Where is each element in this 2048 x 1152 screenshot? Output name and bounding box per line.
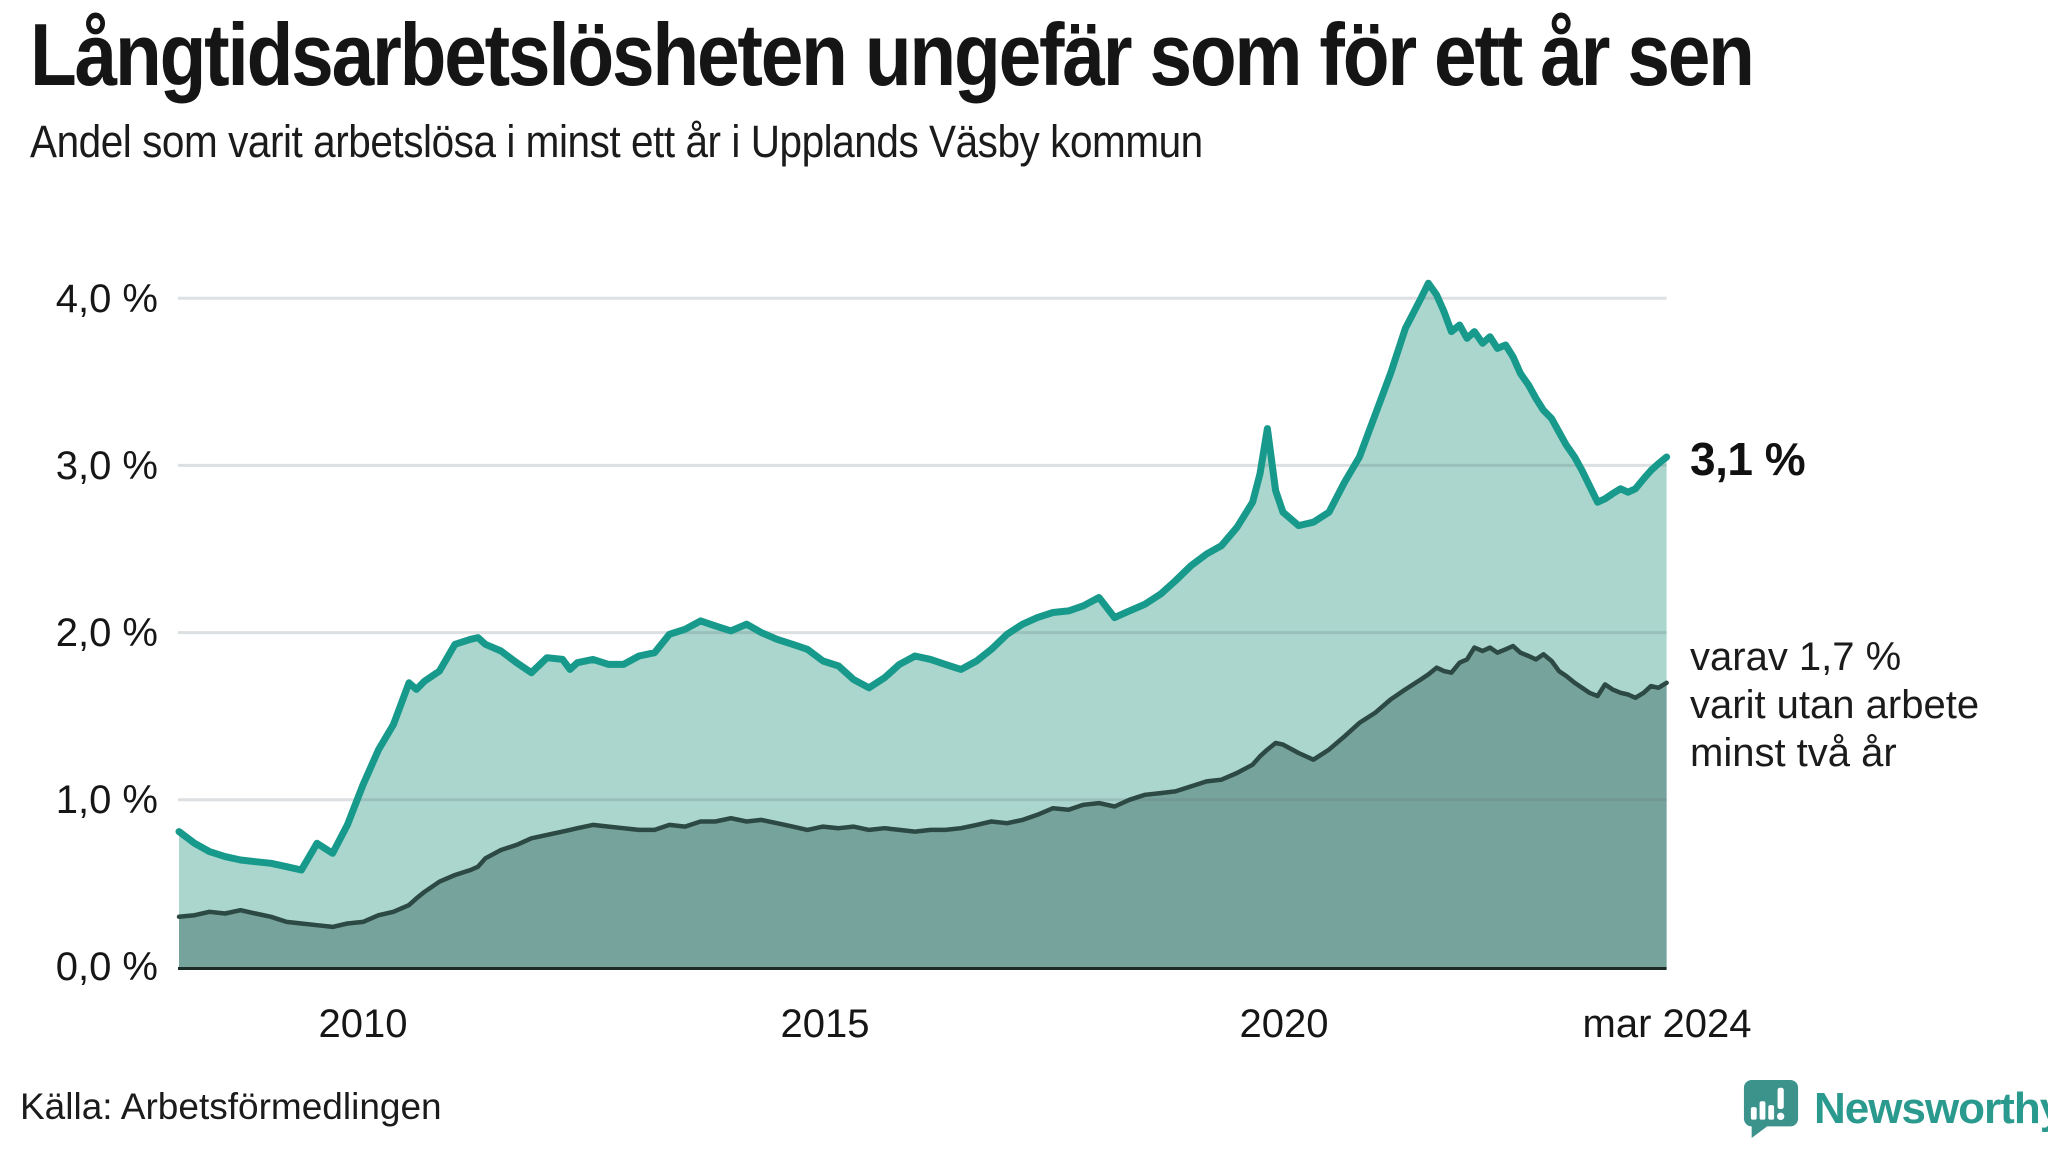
page-subtitle: Andel som varit arbetslösa i minst ett å… [30, 116, 1203, 167]
y-tick-3: 3,0 % [55, 444, 158, 488]
y-tick-0: 0,0 % [55, 945, 158, 989]
x-tick-2010: 2010 [318, 1002, 408, 1046]
source-line: Källa: Arbetsförmedlingen [20, 1086, 442, 1127]
x-tick-mar2024: mar 2024 [1582, 1002, 1752, 1046]
x-tick-2020: 2020 [1239, 1002, 1329, 1046]
newsworthy-logo: Newsworthy [1742, 1078, 2048, 1140]
newsworthy-bubble-icon [1743, 1080, 1799, 1138]
series-end-label-two-years: varav 1,7 % varit utan arbete minst två … [1690, 635, 1980, 775]
series-end-label-total: 3,1 % [1690, 433, 1806, 485]
page-title: Långtidsarbetslösheten ungefär som för e… [30, 5, 1755, 104]
x-tick-2015: 2015 [780, 1002, 870, 1046]
y-tick-1: 1,0 % [55, 778, 158, 822]
newsworthy-wordmark: Newsworthy [1814, 1084, 2048, 1133]
y-tick-4: 4,0 % [55, 277, 158, 321]
y-tick-2: 2,0 % [55, 611, 158, 655]
